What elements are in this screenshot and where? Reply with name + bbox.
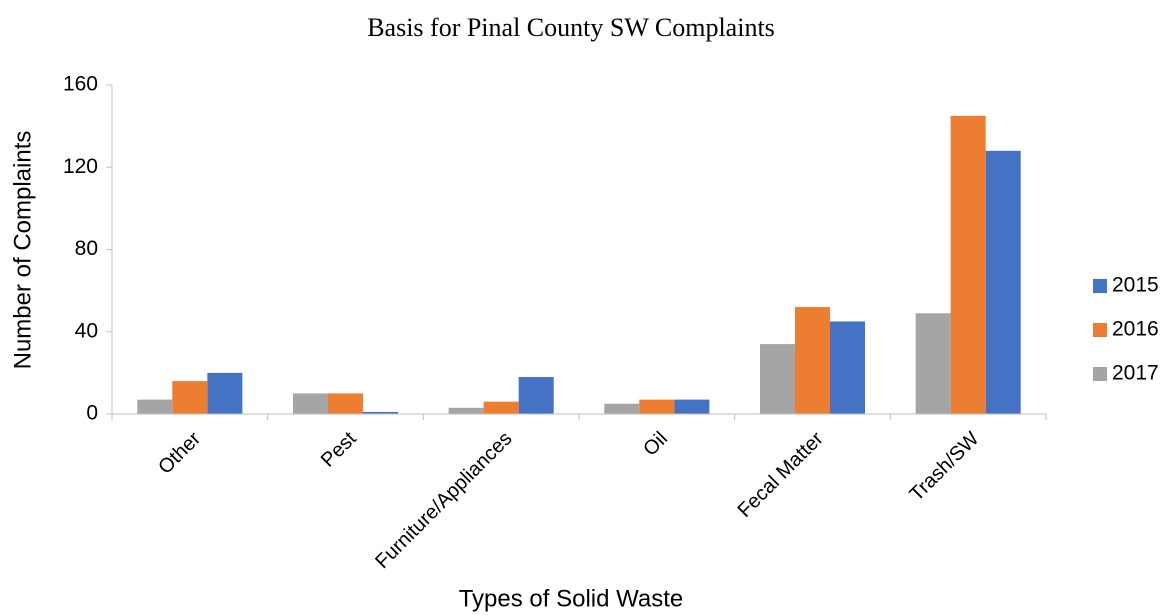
- y-tick-label: 40: [75, 319, 98, 342]
- y-tick-label: 80: [75, 237, 98, 260]
- bar: [518, 376, 554, 414]
- legend-swatch: [1093, 367, 1107, 381]
- legend-label: 2016: [1112, 318, 1159, 341]
- bar: [985, 150, 1021, 415]
- bar: [915, 313, 951, 414]
- bar: [759, 344, 795, 414]
- bar: [292, 393, 328, 414]
- x-tick-label: Pest: [317, 427, 361, 471]
- bar: [172, 381, 208, 414]
- x-tick-label: Other: [154, 427, 205, 478]
- y-tick-label: 120: [63, 155, 98, 178]
- x-axis-label: Types of Solid Waste: [459, 585, 684, 612]
- bar: [950, 115, 986, 414]
- bar: [137, 399, 173, 414]
- chart-title: Basis for Pinal County SW Complaints: [367, 13, 775, 42]
- legend-label: 2017: [1112, 362, 1159, 385]
- bar: [327, 393, 364, 414]
- bar: [639, 399, 675, 414]
- x-tick-label: Fecal Matter: [734, 427, 828, 521]
- y-tick-label: 160: [63, 73, 98, 96]
- bar: [830, 321, 866, 414]
- bar: [207, 372, 243, 414]
- bar: [674, 399, 710, 414]
- bar: [448, 407, 484, 414]
- legend-swatch: [1093, 279, 1107, 293]
- bar: [363, 411, 399, 414]
- bar: [794, 307, 831, 414]
- y-tick-label: 0: [86, 402, 98, 425]
- legend-swatch: [1093, 323, 1107, 337]
- bar: [483, 401, 519, 414]
- x-tick-label: Oil: [639, 428, 672, 461]
- x-tick-label: Furniture/Appliances: [371, 428, 516, 573]
- bar: [604, 403, 640, 414]
- legend-label: 2015: [1112, 274, 1159, 297]
- y-axis-label: Number of Complaints: [9, 131, 36, 370]
- x-tick-label: Trash/SW: [906, 428, 984, 506]
